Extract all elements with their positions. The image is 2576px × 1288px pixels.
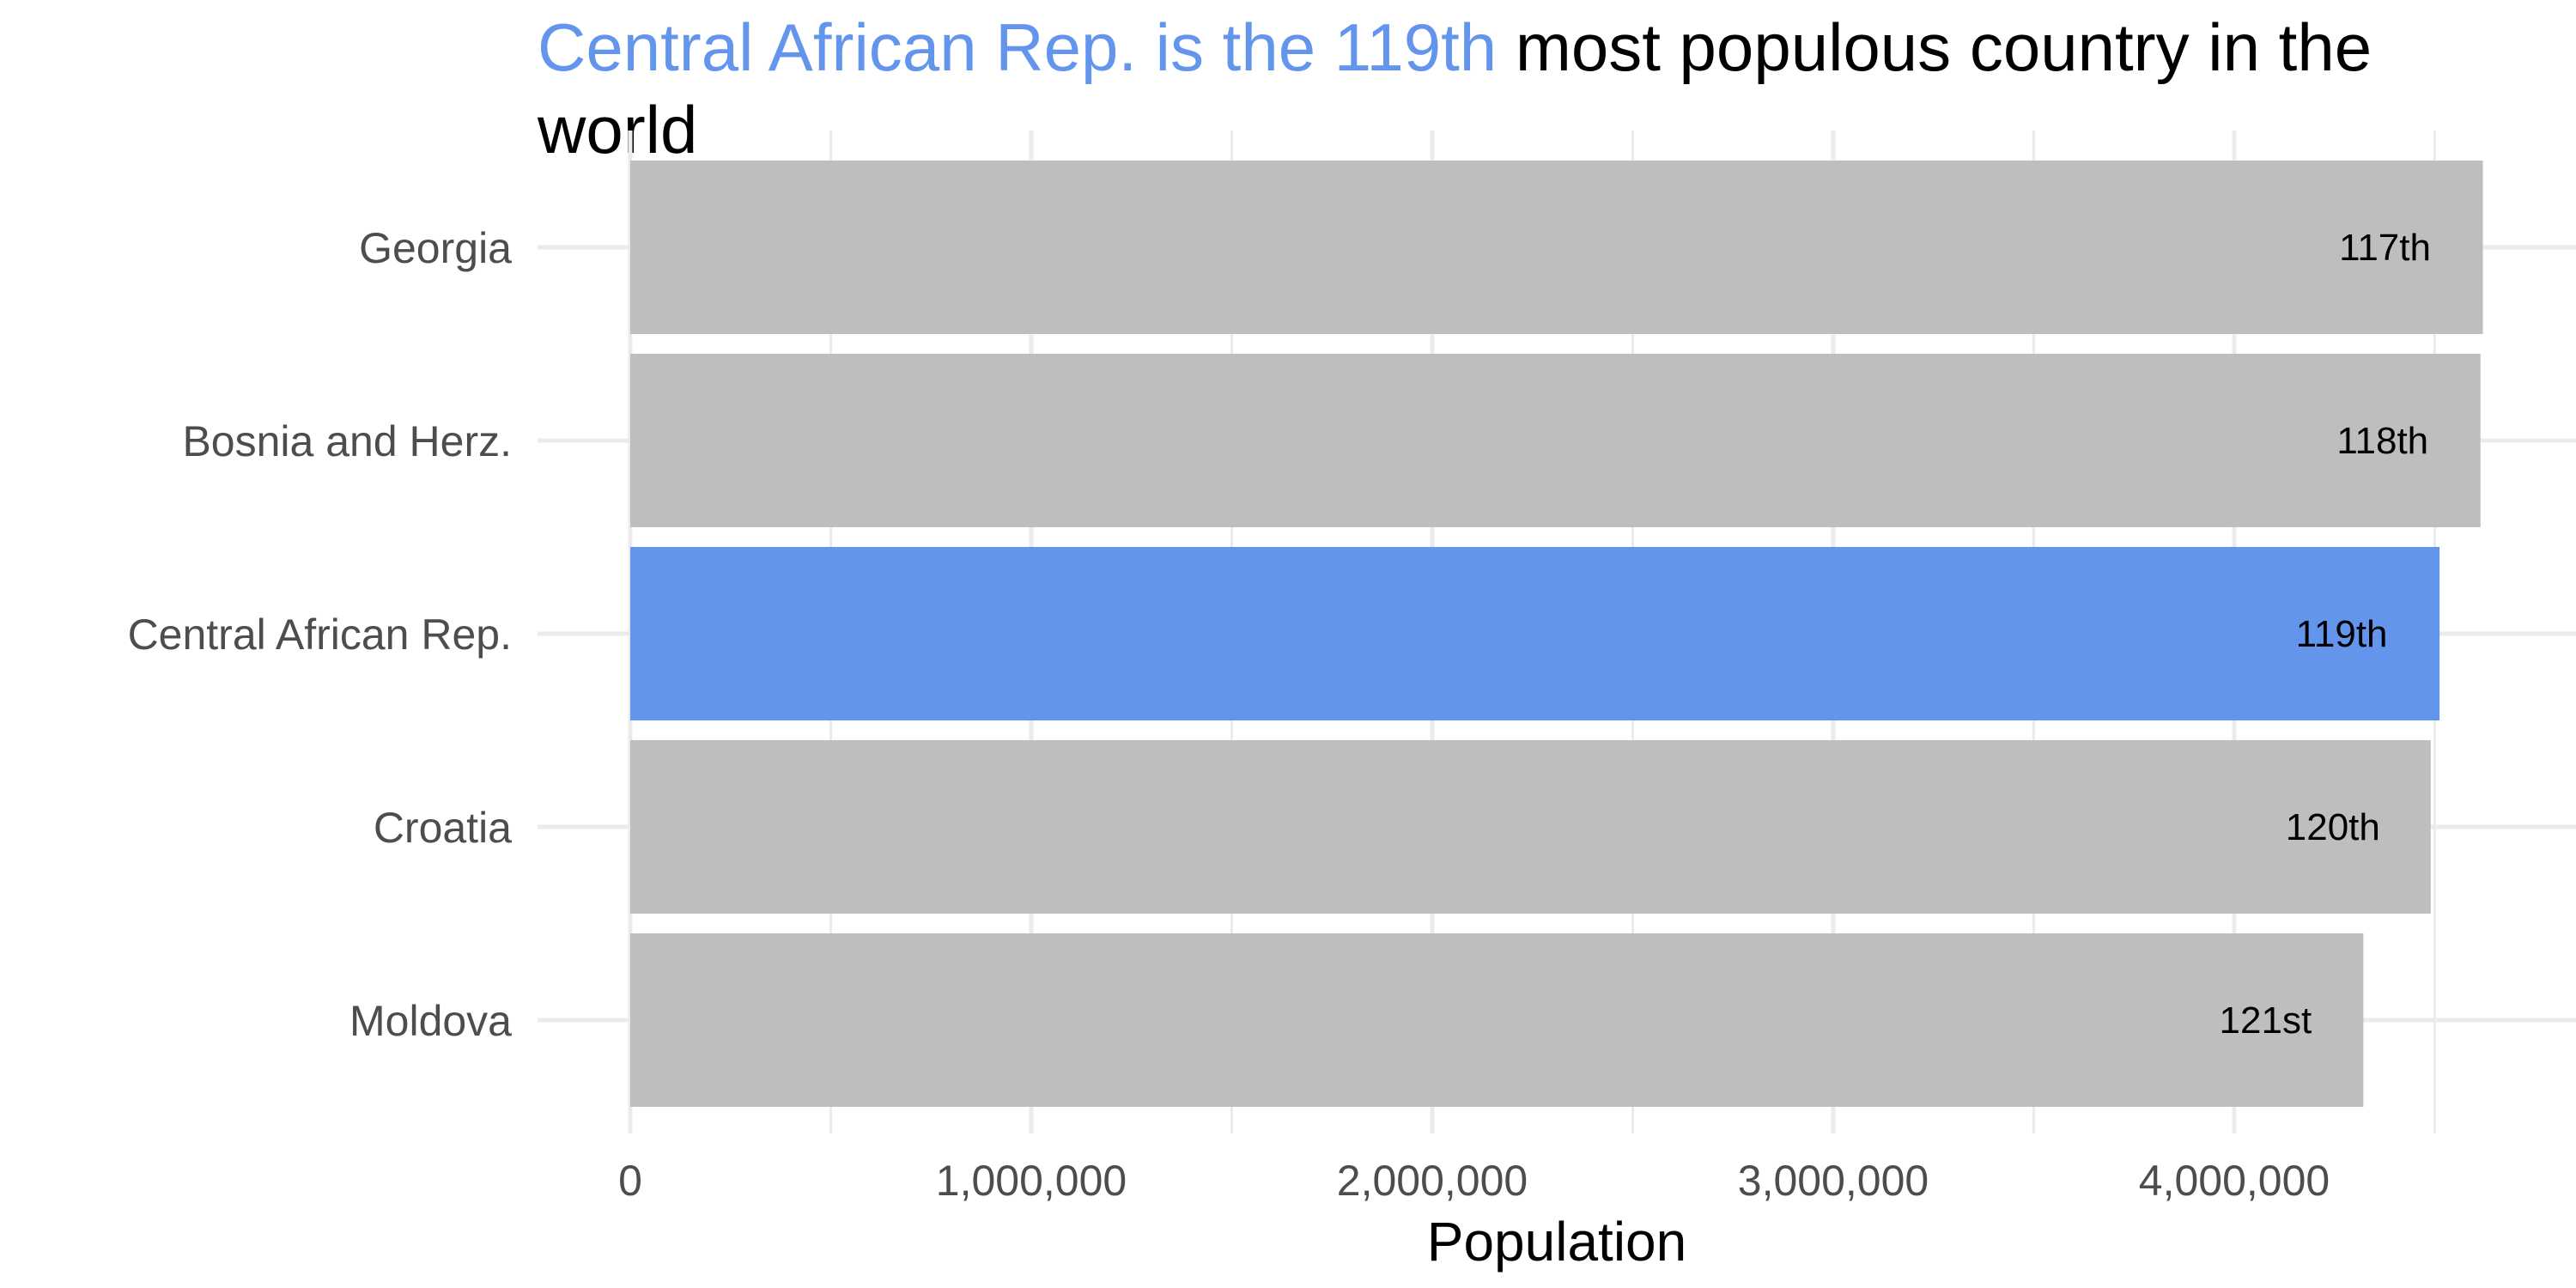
bar-central-african-rep bbox=[630, 547, 2440, 720]
bar-value-label: 117th bbox=[2339, 227, 2431, 269]
y-tick-label: Croatia bbox=[374, 804, 512, 852]
bars-layer bbox=[630, 161, 2483, 1107]
bar-value-label: 119th bbox=[2296, 613, 2388, 655]
y-tick-label: Georgia bbox=[359, 224, 512, 272]
y-tick-label: Moldova bbox=[349, 997, 512, 1045]
x-axis-title: Population bbox=[1427, 1211, 1686, 1273]
chart-title: Central African Rep. is the 119th most p… bbox=[538, 7, 2538, 172]
axis-layer: Georgia Bosnia and Herz. Central African R… bbox=[128, 224, 2330, 1205]
y-tick-label: Bosnia and Herz. bbox=[182, 417, 512, 465]
chart-title-highlight: Central African Rep. is the 119th bbox=[538, 9, 1498, 85]
bar-moldova bbox=[630, 933, 2364, 1107]
y-tick-label: Central African Rep. bbox=[128, 611, 512, 659]
labels-layer: 117th 118th 119th 120th 121st bbox=[2220, 227, 2431, 1042]
x-tick-label: 4,000,000 bbox=[2139, 1157, 2330, 1205]
x-tick-label: 2,000,000 bbox=[1337, 1157, 1528, 1205]
bar-value-label: 121st bbox=[2220, 999, 2312, 1042]
chart-title-rest: most populous country in the world bbox=[538, 9, 2372, 167]
x-tick-label: 1,000,000 bbox=[936, 1157, 1127, 1205]
x-tick-label: 0 bbox=[618, 1157, 642, 1205]
bar-value-label: 118th bbox=[2336, 420, 2428, 462]
bar-bosnia-and-herz bbox=[630, 354, 2481, 527]
bar-croatia bbox=[630, 740, 2431, 914]
bar-georgia bbox=[630, 161, 2483, 334]
x-tick-label: 3,000,000 bbox=[1738, 1157, 1929, 1205]
bar-value-label: 120th bbox=[2286, 806, 2380, 848]
